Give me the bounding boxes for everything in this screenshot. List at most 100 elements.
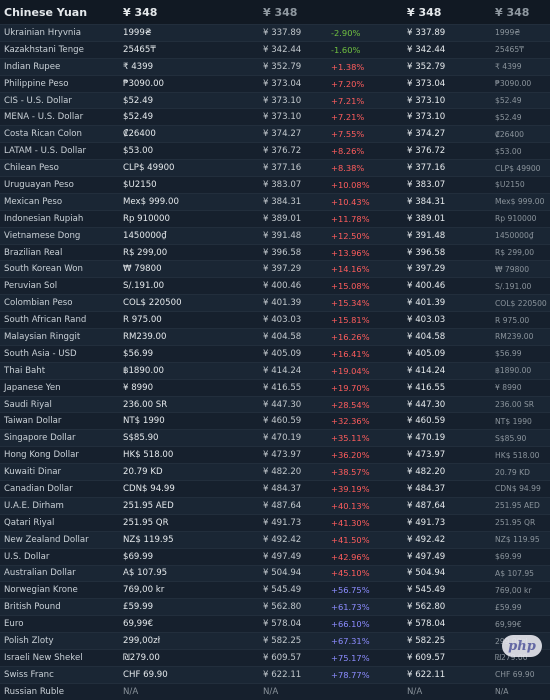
local-price-cell: S$85.90 — [119, 429, 259, 447]
currency-name-cell: South Asia - USD — [0, 344, 119, 363]
table-row: Thai Baht ฿1890.00 ¥ 414.24 +19.04% ¥ 414.24… — [0, 361, 550, 380]
table-row: Indonesian Rupiah Rp 910000 ¥ 389.01 +11.78… — [0, 209, 550, 228]
local-price-2-cell: NT$ 1990 — [491, 412, 550, 430]
price-difference-cell: +15.81% — [327, 311, 403, 329]
local-price-2-cell: 251.95 AED — [491, 496, 550, 515]
currency-name-cell: South Korean Won — [0, 260, 119, 278]
converted-price-2-cell: ¥ 389.01 — [403, 209, 491, 228]
converted-price-cell: ¥ 401.39 — [259, 294, 327, 312]
converted-price-2-cell: ¥ 470.19 — [403, 429, 491, 447]
currency-name-cell: South African Rand — [0, 311, 119, 329]
currency-name-cell: Thai Baht — [0, 361, 119, 380]
price-difference-cell: +7.20% — [327, 74, 403, 93]
header-currency[interactable]: Chinese Yuan — [0, 0, 119, 25]
converted-price-cell: ¥ 447.30 — [259, 395, 327, 413]
price-difference-cell: +7.21% — [327, 91, 403, 109]
local-price-cell: ₩ 79800 — [119, 260, 259, 278]
converted-price-cell: ¥ 473.97 — [259, 446, 327, 464]
converted-price-2-cell: ¥ 404.58 — [403, 328, 491, 346]
local-price-2-cell: £59.99 — [491, 598, 550, 616]
local-price-2-cell: $U2150 — [491, 176, 550, 194]
converted-price-cell: ¥ 482.20 — [259, 463, 327, 481]
price-difference-cell — [327, 682, 403, 700]
converted-price-2-cell: ¥ 582.25 — [403, 632, 491, 650]
currency-name-cell: Philippine Peso — [0, 74, 119, 93]
converted-price-cell: ¥ 373.04 — [259, 74, 327, 93]
local-price-cell: CHF 69.90 — [119, 665, 259, 684]
local-price-cell: 1450000₫ — [119, 226, 259, 245]
converted-price-2-cell: ¥ 374.27 — [403, 125, 491, 143]
currency-name-cell: Indian Rupee — [0, 57, 119, 76]
table-row: Russian Ruble N/A N/A N/A N/A — [0, 682, 550, 700]
local-price-2-cell: S/.191.00 — [491, 277, 550, 295]
currency-name-cell: New Zealand Dollar — [0, 530, 119, 549]
converted-price-cell: ¥ 391.48 — [259, 226, 327, 245]
converted-price-2-cell: ¥ 497.49 — [403, 547, 491, 565]
price-difference-cell: -2.90% — [327, 24, 403, 42]
table-row: Swiss Franc CHF 69.90 ¥ 622.11 +78.77% ¥ 622… — [0, 665, 550, 684]
header-price-converted[interactable]: ¥ 348 — [259, 0, 327, 25]
local-price-2-cell: 69,99€ — [491, 615, 550, 633]
converted-price-2-cell: ¥ 396.58 — [403, 243, 491, 261]
local-price-2-cell: $52.49 — [491, 91, 550, 109]
table-row: Uruguayan Peso $U2150 ¥ 383.07 +10.08% ¥ 383… — [0, 176, 550, 194]
converted-price-cell: ¥ 400.46 — [259, 277, 327, 295]
local-price-2-cell: Rp 910000 — [491, 209, 550, 228]
converted-price-cell: ¥ 384.31 — [259, 192, 327, 211]
local-price-cell: ₱3090.00 — [119, 74, 259, 93]
local-price-2-cell: ¥ 8990 — [491, 378, 550, 397]
currency-name-cell: Swiss Franc — [0, 665, 119, 684]
converted-price-cell: ¥ 545.49 — [259, 581, 327, 599]
price-difference-cell: +13.96% — [327, 243, 403, 261]
price-difference-cell: +7.55% — [327, 125, 403, 143]
currency-name-cell: Malaysian Ringgit — [0, 328, 119, 346]
header-price[interactable]: ¥ 348 — [119, 0, 259, 25]
local-price-cell: $56.99 — [119, 344, 259, 363]
converted-price-cell: ¥ 562.80 — [259, 598, 327, 616]
converted-price-cell: ¥ 484.37 — [259, 480, 327, 498]
currency-name-cell: Indonesian Rupiah — [0, 209, 119, 228]
table-row: Japanese Yen ¥ 8990 ¥ 416.55 +19.70% ¥ 416.5… — [0, 378, 550, 397]
converted-price-2-cell: ¥ 622.11 — [403, 665, 491, 684]
converted-price-2-cell: ¥ 562.80 — [403, 598, 491, 616]
local-price-cell: NT$ 1990 — [119, 412, 259, 430]
table-row: Peruvian Sol S/.191.00 ¥ 400.46 +15.08% ¥ 40… — [0, 277, 550, 295]
local-price-cell: 769,00 kr — [119, 581, 259, 599]
converted-price-cell: ¥ 337.89 — [259, 24, 327, 42]
local-price-cell: 69,99€ — [119, 615, 259, 633]
local-price-2-cell: R$ 299,00 — [491, 243, 550, 261]
table-row: Singapore Dollar S$85.90 ¥ 470.19 +35.11% ¥ … — [0, 429, 550, 447]
header-price-difference[interactable] — [327, 0, 403, 25]
currency-name-cell: Uruguayan Peso — [0, 176, 119, 194]
converted-price-2-cell: ¥ 391.48 — [403, 226, 491, 245]
price-difference-cell: +28.54% — [327, 395, 403, 413]
local-price-cell: COL$ 220500 — [119, 294, 259, 312]
table-row: Qatari Riyal 251.95 QR ¥ 491.73 +41.30% ¥ 49… — [0, 513, 550, 532]
local-price-cell: 251.95 QR — [119, 513, 259, 532]
table-row: Malaysian Ringgit RM239.00 ¥ 404.58 +16.26%… — [0, 328, 550, 346]
local-price-2-cell: A$ 107.95 — [491, 564, 550, 582]
converted-price-cell: N/A — [259, 682, 327, 700]
converted-price-2-cell: ¥ 376.72 — [403, 142, 491, 160]
header-price-2-converted[interactable]: ¥ 348 — [491, 0, 550, 25]
local-price-2-cell: Mex$ 999.00 — [491, 192, 550, 211]
table-row: Vietnamese Dong 1450000₫ ¥ 391.48 +12.50% ¥ … — [0, 226, 550, 245]
table-body: Ukrainian Hryvnia 1999₴ ¥ 337.89 -2.90% ¥ 33… — [0, 24, 550, 700]
local-price-cell: 251.95 AED — [119, 496, 259, 515]
local-price-cell: CDN$ 94.99 — [119, 480, 259, 498]
table-row: MENA - U.S. Dollar $52.49 ¥ 373.10 +7.21% ¥ … — [0, 108, 550, 126]
converted-price-cell: ¥ 389.01 — [259, 209, 327, 228]
table-row: Canadian Dollar CDN$ 94.99 ¥ 484.37 +39.19%… — [0, 480, 550, 498]
table-row: New Zealand Dollar NZ$ 119.95 ¥ 492.42 +41.… — [0, 530, 550, 549]
converted-price-cell: ¥ 404.58 — [259, 328, 327, 346]
converted-price-cell: ¥ 374.27 — [259, 125, 327, 143]
converted-price-2-cell: ¥ 373.10 — [403, 91, 491, 109]
converted-price-cell: ¥ 414.24 — [259, 361, 327, 380]
converted-price-cell: ¥ 396.58 — [259, 243, 327, 261]
converted-price-cell: ¥ 373.10 — [259, 91, 327, 109]
table-row: Hong Kong Dollar HK$ 518.00 ¥ 473.97 +36.20… — [0, 446, 550, 464]
header-price-2[interactable]: ¥ 348 — [403, 0, 491, 25]
converted-price-2-cell: ¥ 397.29 — [403, 260, 491, 278]
table-row: Ukrainian Hryvnia 1999₴ ¥ 337.89 -2.90% ¥ 33… — [0, 24, 550, 42]
